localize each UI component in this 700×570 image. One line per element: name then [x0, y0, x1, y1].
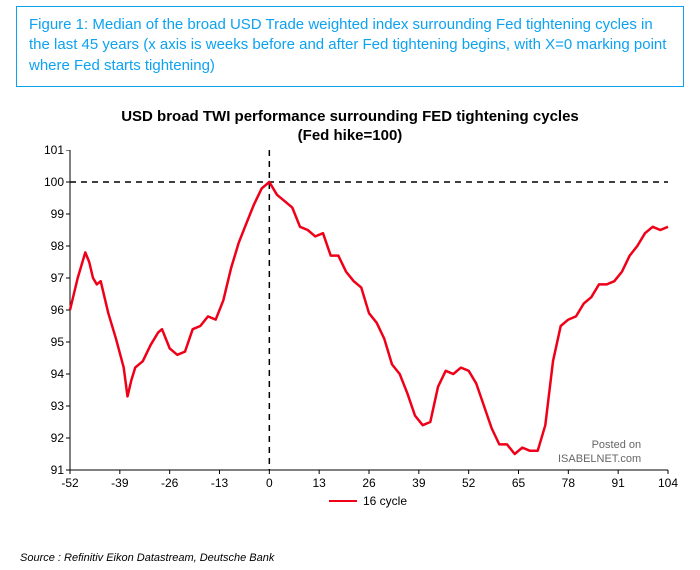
watermark-line2: ISABELNET.com: [558, 453, 641, 465]
figure-container: Figure 1: Median of the broad USD Trade …: [0, 0, 700, 570]
x-tick-label: -13: [205, 476, 235, 490]
y-tick-label: 96: [34, 303, 64, 317]
caption-box: Figure 1: Median of the broad USD Trade …: [16, 6, 684, 87]
y-tick-label: 93: [34, 399, 64, 413]
legend-label: 16 cycle: [363, 494, 407, 508]
source-text: Source : Refinitiv Eikon Datastream, Deu…: [20, 552, 274, 564]
legend: 16 cycle: [329, 494, 407, 508]
chart-title-line1: USD broad TWI performance surrounding FE…: [121, 108, 579, 125]
y-tick-label: 91: [34, 463, 64, 477]
legend-swatch: [329, 500, 357, 502]
watermark: Posted on ISABELNET.com: [558, 438, 641, 467]
x-tick-label: -39: [105, 476, 135, 490]
chart-title: USD broad TWI performance surrounding FE…: [0, 108, 700, 146]
x-tick-label: -26: [155, 476, 185, 490]
x-tick-label: 0: [254, 476, 284, 490]
x-tick-label: 13: [304, 476, 334, 490]
x-tick-label: 65: [504, 476, 534, 490]
x-tick-label: 39: [404, 476, 434, 490]
caption-text: Figure 1: Median of the broad USD Trade …: [29, 15, 671, 76]
x-tick-label: 78: [553, 476, 583, 490]
y-tick-label: 95: [34, 335, 64, 349]
x-tick-label: 26: [354, 476, 384, 490]
y-tick-label: 97: [34, 271, 64, 285]
x-tick-label: 52: [454, 476, 484, 490]
watermark-line1: Posted on: [592, 439, 642, 451]
y-tick-label: 101: [34, 143, 64, 157]
x-tick-label: 91: [603, 476, 633, 490]
y-tick-label: 92: [34, 431, 64, 445]
chart-title-line2: (Fed hike=100): [298, 127, 403, 144]
x-tick-label: 104: [653, 476, 683, 490]
y-tick-label: 100: [34, 175, 64, 189]
x-tick-label: -52: [55, 476, 85, 490]
y-tick-label: 98: [34, 239, 64, 253]
y-tick-label: 99: [34, 207, 64, 221]
y-tick-label: 94: [34, 367, 64, 381]
